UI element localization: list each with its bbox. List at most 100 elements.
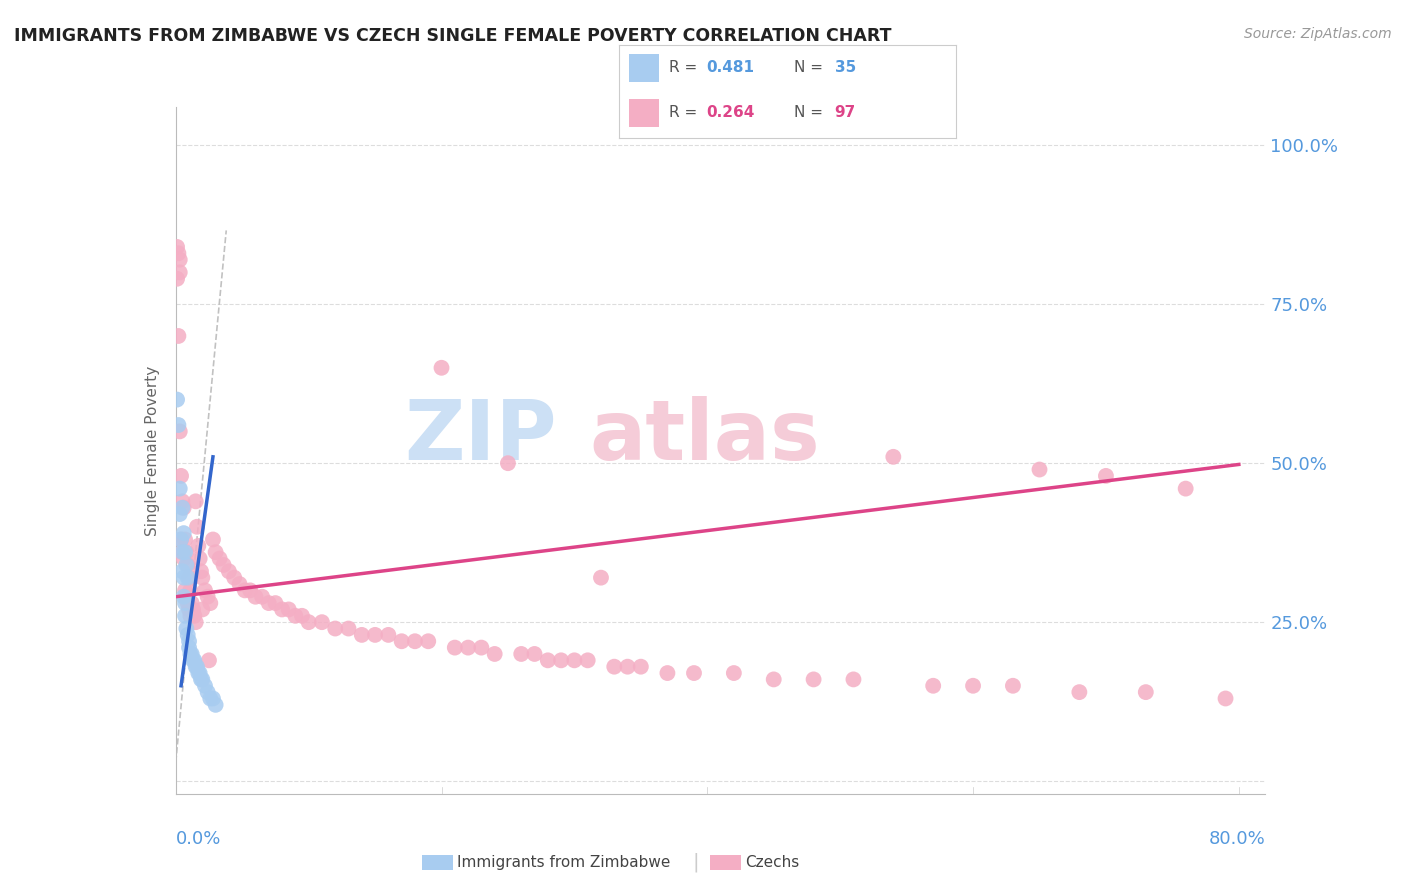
Point bbox=[184, 615, 207, 630]
Text: 0.481: 0.481 bbox=[706, 60, 755, 75]
Point bbox=[922, 679, 945, 693]
Point bbox=[172, 494, 194, 508]
Point bbox=[962, 679, 984, 693]
Point bbox=[204, 545, 226, 559]
Point bbox=[683, 666, 706, 681]
Point bbox=[298, 615, 321, 630]
Point bbox=[166, 240, 188, 254]
Point bbox=[197, 590, 219, 604]
Point bbox=[523, 647, 546, 661]
Point bbox=[169, 507, 191, 521]
Point bbox=[166, 392, 188, 407]
Point bbox=[181, 653, 204, 667]
Point bbox=[177, 558, 200, 572]
Text: |: | bbox=[693, 853, 699, 872]
Text: ZIP: ZIP bbox=[405, 396, 557, 477]
Point bbox=[233, 583, 256, 598]
Point bbox=[239, 583, 262, 598]
Point bbox=[550, 653, 572, 667]
Point bbox=[177, 628, 200, 642]
Point bbox=[191, 571, 214, 585]
Point bbox=[264, 596, 287, 610]
Point bbox=[377, 628, 399, 642]
Point bbox=[228, 577, 250, 591]
Point bbox=[842, 673, 865, 687]
Point bbox=[174, 596, 197, 610]
Point bbox=[484, 647, 506, 661]
Point bbox=[187, 539, 209, 553]
Bar bbox=[628, 54, 659, 82]
Point bbox=[1135, 685, 1157, 699]
Point bbox=[172, 564, 194, 578]
Point bbox=[177, 634, 200, 648]
Point bbox=[176, 558, 198, 572]
Point bbox=[1028, 462, 1050, 476]
Text: Immigrants from Zimbabwe: Immigrants from Zimbabwe bbox=[457, 855, 671, 870]
Point bbox=[167, 329, 190, 343]
Point bbox=[174, 545, 197, 559]
Point bbox=[291, 608, 314, 623]
Point bbox=[576, 653, 599, 667]
Text: 0.264: 0.264 bbox=[706, 105, 755, 120]
Point bbox=[174, 583, 197, 598]
Point bbox=[186, 659, 208, 673]
Point bbox=[589, 571, 612, 585]
Point bbox=[1001, 679, 1024, 693]
Point bbox=[173, 526, 195, 541]
Point bbox=[430, 360, 453, 375]
Text: R =: R = bbox=[669, 105, 703, 120]
Point bbox=[657, 666, 679, 681]
Point bbox=[172, 500, 194, 515]
Point bbox=[311, 615, 333, 630]
Point bbox=[1174, 482, 1197, 496]
Point bbox=[190, 564, 212, 578]
Point bbox=[208, 551, 231, 566]
Point bbox=[284, 608, 307, 623]
Point bbox=[564, 653, 586, 667]
Point bbox=[173, 590, 195, 604]
Point bbox=[174, 608, 197, 623]
Y-axis label: Single Female Poverty: Single Female Poverty bbox=[145, 366, 160, 535]
Point bbox=[181, 602, 204, 616]
Point bbox=[1215, 691, 1237, 706]
Point bbox=[177, 602, 200, 616]
Point bbox=[1069, 685, 1091, 699]
Point bbox=[172, 545, 194, 559]
Point bbox=[179, 608, 201, 623]
Point bbox=[179, 647, 201, 661]
Point bbox=[404, 634, 426, 648]
Point bbox=[177, 640, 200, 655]
Point bbox=[197, 685, 219, 699]
Point bbox=[201, 691, 224, 706]
Point bbox=[188, 666, 211, 681]
Point bbox=[187, 666, 209, 681]
Bar bbox=[628, 99, 659, 127]
Point bbox=[418, 634, 440, 648]
Point bbox=[391, 634, 413, 648]
Point bbox=[191, 673, 214, 687]
Text: 80.0%: 80.0% bbox=[1209, 830, 1265, 847]
Point bbox=[204, 698, 226, 712]
Point bbox=[277, 602, 299, 616]
Point bbox=[496, 456, 519, 470]
Point bbox=[167, 246, 190, 260]
Point bbox=[194, 679, 217, 693]
Point bbox=[630, 659, 652, 673]
Point bbox=[762, 673, 785, 687]
Text: R =: R = bbox=[669, 60, 703, 75]
Point bbox=[169, 252, 191, 267]
Point bbox=[167, 417, 190, 432]
Point bbox=[200, 596, 222, 610]
Point bbox=[443, 640, 465, 655]
Text: 97: 97 bbox=[835, 105, 856, 120]
Point bbox=[177, 596, 200, 610]
Point bbox=[191, 602, 214, 616]
Point bbox=[537, 653, 560, 667]
Point bbox=[176, 590, 198, 604]
Point bbox=[177, 571, 200, 585]
Text: IMMIGRANTS FROM ZIMBABWE VS CZECH SINGLE FEMALE POVERTY CORRELATION CHART: IMMIGRANTS FROM ZIMBABWE VS CZECH SINGLE… bbox=[14, 27, 891, 45]
Point bbox=[174, 533, 197, 547]
Point bbox=[180, 647, 202, 661]
Point bbox=[350, 628, 373, 642]
Point bbox=[173, 500, 195, 515]
